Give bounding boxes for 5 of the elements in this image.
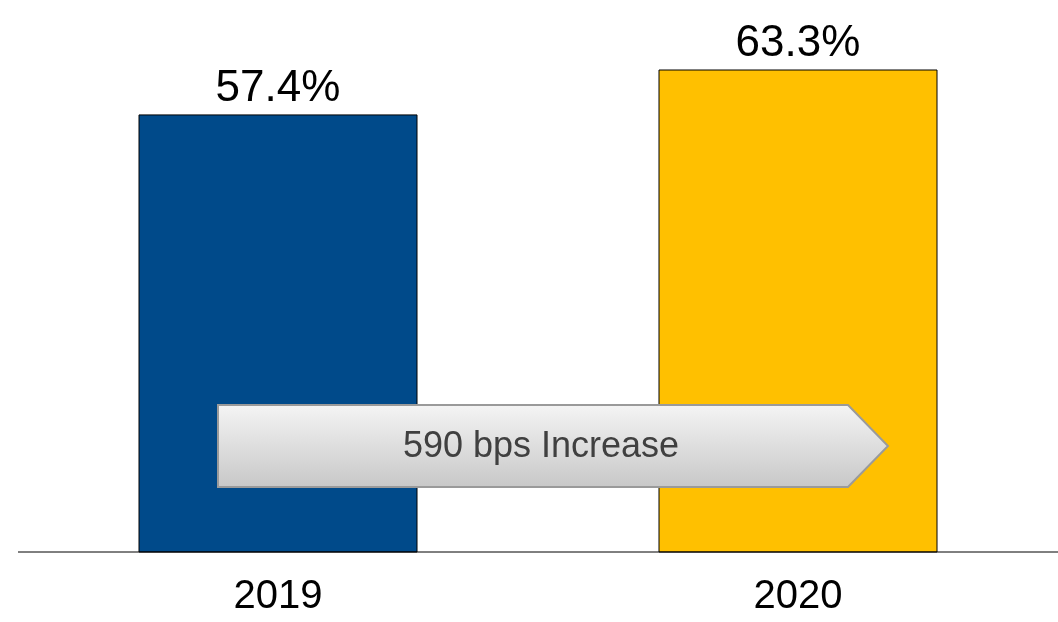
data-label: 57.4% [215,60,341,110]
x-tick-label: 2019 [233,572,323,617]
annotation: 590 bps Increase [401,423,681,467]
x-tick-label: 2020 [753,572,843,617]
data-label: 63.3% [735,16,861,65]
